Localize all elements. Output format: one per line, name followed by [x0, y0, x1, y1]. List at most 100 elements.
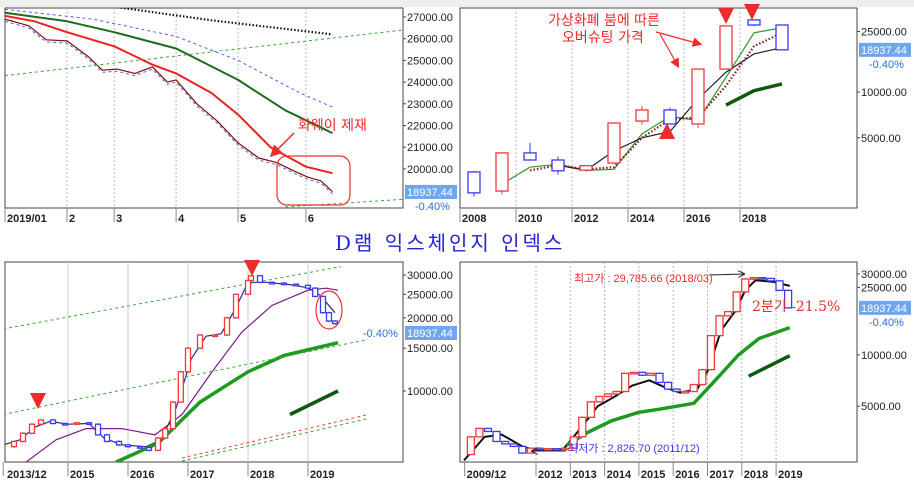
- series-line-ma-darkgreen: [747, 354, 791, 378]
- candle-body: [466, 436, 475, 456]
- y-tick-label: 25000.00: [861, 282, 907, 294]
- y-tick-label: 20000.00: [407, 164, 453, 176]
- candle-body: [719, 25, 733, 70]
- series-line-ma-green: [565, 325, 791, 447]
- x-tick-label: 2018: [744, 469, 768, 481]
- candle-body: [184, 347, 192, 373]
- series-line-ma-green: [115, 340, 339, 462]
- panel-weekly: 2013/12 2015 2016 2017 2018 2019 30000.00 25000…: [2, 261, 457, 481]
- candle-body: [579, 165, 593, 171]
- series-line-channel-upper: [5, 29, 403, 77]
- candle-body: [280, 282, 288, 286]
- x-tick-label: 2012: [538, 469, 562, 481]
- candle-body: [646, 372, 656, 376]
- annotation-overshoot-price: 오버슈팅 가격: [562, 30, 644, 46]
- y-tick-label: 25000.00: [407, 55, 453, 67]
- candle-body: [49, 419, 57, 425]
- candle-body: [663, 381, 673, 390]
- series-line-ma-green: [5, 11, 333, 135]
- x-tick-label: 2019/01: [7, 213, 47, 225]
- last-price-label: 18937.44: [407, 328, 453, 340]
- x-tick-label: 2017: [190, 469, 214, 481]
- series-line-channel-mid: [5, 338, 369, 415]
- candle-body: [535, 447, 544, 451]
- candle-body: [691, 68, 705, 125]
- candle-body: [292, 283, 300, 287]
- annotation-q2-change: 2분기 -21.5%: [752, 299, 840, 315]
- series-line-ma-brown: [529, 31, 783, 172]
- series-line-price: [5, 18, 333, 193]
- last-price-box: [405, 326, 457, 340]
- candle-body: [698, 369, 707, 386]
- x-tick-label: 2015: [70, 469, 94, 481]
- candle-body: [467, 171, 481, 194]
- series-line-channel-lower: [285, 198, 403, 208]
- last-price-change: -0.40%: [363, 328, 398, 340]
- candle-body: [247, 275, 255, 282]
- series-line-band-blue: [5, 8, 333, 108]
- highlight-ellipse: [315, 290, 343, 330]
- x-tick-label: 2017: [710, 469, 734, 481]
- y-tick-label: 30000.00: [407, 270, 453, 282]
- toolbar-strip-right: [457, 0, 914, 7]
- candle-body: [603, 393, 613, 398]
- candle-body: [607, 122, 621, 164]
- last-price-label: 18937.44: [861, 303, 907, 315]
- candle-body: [783, 289, 793, 309]
- x-tick-label: 3: [116, 213, 122, 225]
- candle-body: [552, 448, 561, 451]
- candle-body: [145, 446, 153, 451]
- x-tick-label: 2009/12: [467, 469, 507, 481]
- annotation-arrow: [709, 274, 744, 275]
- last-price-box: [859, 300, 911, 315]
- x-tick-label: 2016: [675, 469, 699, 481]
- annotation-arrow: [269, 132, 295, 158]
- x-tick-label: 2016: [130, 469, 154, 481]
- candle-body: [629, 371, 638, 375]
- toolbar-strip-left: [0, 0, 457, 7]
- candle-body: [312, 287, 319, 298]
- candle-body: [10, 440, 18, 448]
- x-tick-label: 2013/12: [7, 469, 47, 481]
- x-tick-label: 4: [178, 213, 185, 225]
- candle-body: [475, 427, 484, 438]
- x-tick-label: 2013: [572, 469, 596, 481]
- x-tick-label: 6: [308, 213, 314, 225]
- annotation-arrow: [659, 33, 680, 69]
- candle-body: [500, 440, 510, 445]
- highlight-box: [276, 155, 351, 206]
- panel-daily: 2019/01 2 3 4 5 6 27000.00 26000.00 25000.00 2400…: [4, 7, 457, 225]
- candle-body: [115, 440, 123, 446]
- y-tick-label: 10000.00: [861, 350, 907, 362]
- y-tick-label: 21000.00: [407, 142, 453, 154]
- series-line-ma-green: [501, 27, 783, 185]
- candle-body: [655, 372, 664, 384]
- last-price-label: 18937.44: [861, 45, 907, 57]
- series-line-ma-purple: [25, 287, 339, 462]
- y-tick-label: 22000.00: [407, 121, 453, 133]
- x-tick-label: 2008: [462, 213, 486, 225]
- candle-body: [749, 277, 758, 280]
- candle-body: [169, 401, 177, 430]
- candle-body: [177, 371, 184, 403]
- candle-body: [775, 280, 784, 292]
- candle-body: [492, 430, 501, 443]
- candle-body: [124, 444, 132, 448]
- candle-body: [775, 24, 789, 51]
- candle-body: [635, 109, 649, 122]
- candle-body: [509, 443, 518, 448]
- y-tick-label: 15000.00: [407, 343, 453, 355]
- y-tick-label: 5000.00: [861, 133, 901, 145]
- x-tick-label: 2010: [518, 213, 542, 225]
- candle-body: [331, 320, 339, 325]
- y-tick-label: 10000.00: [861, 87, 907, 99]
- annotation-huawei-sanction: 화웨이 제재: [298, 118, 367, 134]
- candle-body: [741, 278, 750, 293]
- y-tick-label: 5000.00: [861, 401, 901, 413]
- candle-body: [483, 427, 493, 433]
- candle-body: [672, 388, 681, 393]
- candle-body: [706, 334, 716, 371]
- last-price-change: -0.40%: [869, 59, 904, 71]
- chart-title: D램 익스체인지 인덱스: [335, 231, 565, 255]
- x-tick-label: 5: [240, 213, 246, 225]
